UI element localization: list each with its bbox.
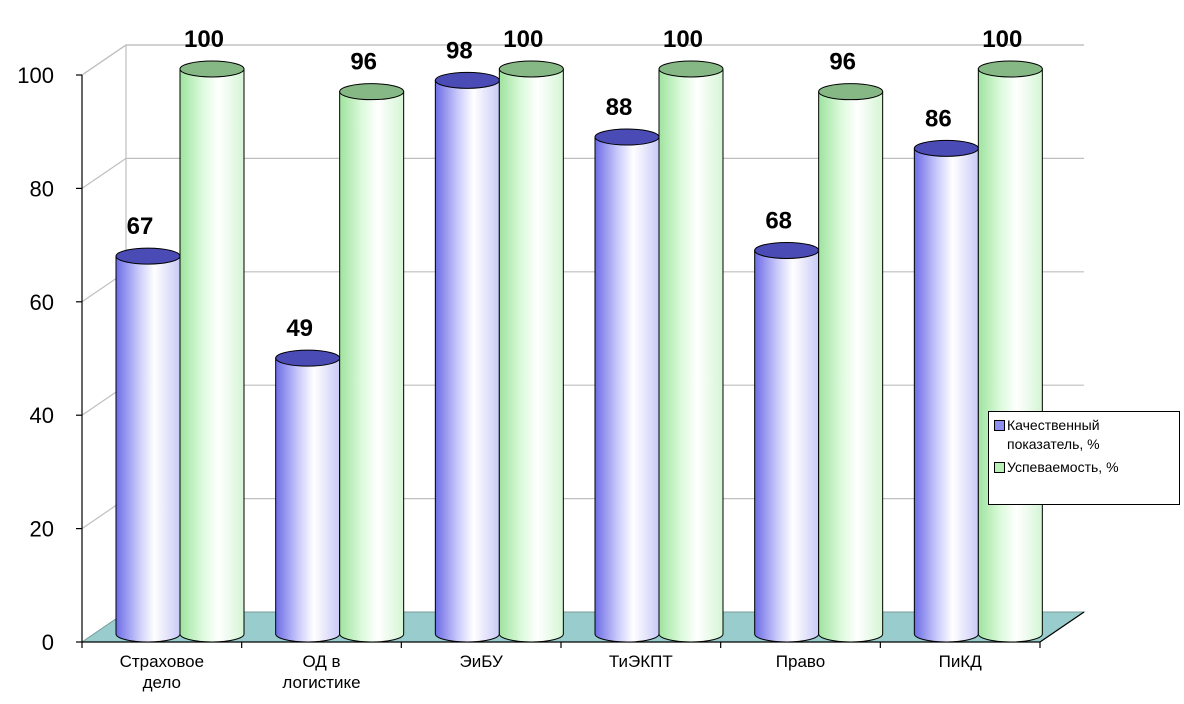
bar-top-0-4 <box>754 241 820 259</box>
data-label-1-2: 100 <box>503 26 543 53</box>
axes <box>76 74 1085 648</box>
data-label-1-0: 100 <box>184 26 224 53</box>
data-label-0-1: 49 <box>286 315 313 342</box>
bar-top-0-3 <box>594 128 660 146</box>
bar-0-3 <box>594 128 660 643</box>
bar-body-0-2 <box>434 79 500 643</box>
legend-swatch-success <box>994 462 1005 473</box>
y-tick-label-100: 100 <box>17 63 54 88</box>
x-tick-label-2: ЭиБУ <box>460 652 503 671</box>
bar-top-1-4 <box>818 83 884 101</box>
data-label-0-5: 86 <box>925 105 952 132</box>
data-label-1-1: 96 <box>350 49 377 76</box>
bar-top-0-0 <box>115 247 181 265</box>
data-label-0-0: 67 <box>127 213 154 240</box>
legend-item-quality: Качественный показатель, % <box>993 416 1175 454</box>
bar-top-1-1 <box>339 83 405 101</box>
bar-0-2 <box>434 71 500 643</box>
data-labels: 67 100 49 96 98 100 88 100 68 96 86 100 <box>127 26 1023 342</box>
x-tick-label-4: Право <box>776 652 825 671</box>
bar-1-1 <box>339 83 405 643</box>
bar-1-0 <box>179 60 245 643</box>
data-label-1-3: 100 <box>663 26 703 53</box>
bar-top-1-0 <box>179 60 245 78</box>
y-tick-label-80: 80 <box>30 176 54 201</box>
bar-0-1 <box>275 349 341 643</box>
x-tick-label-1: ОД в логистике <box>282 652 360 692</box>
y-tick-label-40: 40 <box>30 403 54 428</box>
bars <box>115 60 1043 643</box>
legend-swatch-quality <box>994 420 1005 431</box>
data-label-1-4: 96 <box>829 49 856 76</box>
gridline-80 <box>81 157 1084 189</box>
y-tick-labels: 0 20 40 60 80 100 <box>17 63 54 655</box>
legend-item-success: Успеваемость, % <box>993 458 1175 477</box>
bar-body-0-4 <box>754 249 820 643</box>
x-tick-labels: Страховое дело ОД в логистике ЭиБУ ТиЭКПТ Прав… <box>120 652 983 692</box>
bar-body-0-1 <box>275 357 341 643</box>
bar-body-0-0 <box>115 255 181 643</box>
bar-body-1-0 <box>179 68 245 643</box>
bar-top-1-2 <box>498 60 564 78</box>
bar-body-0-3 <box>594 136 660 643</box>
legend-label-success: Успеваемость, % <box>1007 459 1119 475</box>
x-tick-label-3: ТиЭКПТ <box>609 652 673 671</box>
bar-1-2 <box>498 60 564 643</box>
bar-body-1-5 <box>977 68 1043 643</box>
data-label-0-3: 88 <box>606 94 633 121</box>
bar-body-1-2 <box>498 68 564 643</box>
data-label-0-2: 98 <box>446 37 473 64</box>
bar-top-0-2 <box>434 71 500 89</box>
x-axis-depth-line <box>1039 611 1085 643</box>
bar-1-4 <box>818 83 884 643</box>
bar-top-0-5 <box>913 139 979 157</box>
x-tick-label-5: ПиКД <box>939 652 983 671</box>
x-tick-label-0: Страховое дело <box>120 652 205 692</box>
legend: Качественный показатель, % Успеваемость,… <box>988 411 1180 505</box>
bar-body-1-3 <box>658 68 724 643</box>
legend-label-quality: Качественный показатель, % <box>1007 417 1100 452</box>
bar-top-0-1 <box>275 349 341 367</box>
gridline-100 <box>81 44 1084 76</box>
bar-top-1-3 <box>658 60 724 78</box>
data-label-0-4: 68 <box>765 207 792 234</box>
bar-1-3 <box>658 60 724 643</box>
bar-body-1-4 <box>818 91 884 643</box>
y-tick-label-60: 60 <box>30 290 54 315</box>
bar-top-1-5 <box>977 60 1043 78</box>
bar-1-5 <box>977 60 1043 643</box>
bar-0-0 <box>115 247 181 643</box>
y-tick-label-20: 20 <box>30 517 54 542</box>
bar-body-1-1 <box>339 91 405 643</box>
data-label-1-5: 100 <box>982 26 1022 53</box>
bar-0-4 <box>754 241 820 643</box>
bar-0-5 <box>913 139 979 643</box>
y-tick-label-0: 0 <box>42 630 54 655</box>
bar-body-0-5 <box>913 147 979 643</box>
